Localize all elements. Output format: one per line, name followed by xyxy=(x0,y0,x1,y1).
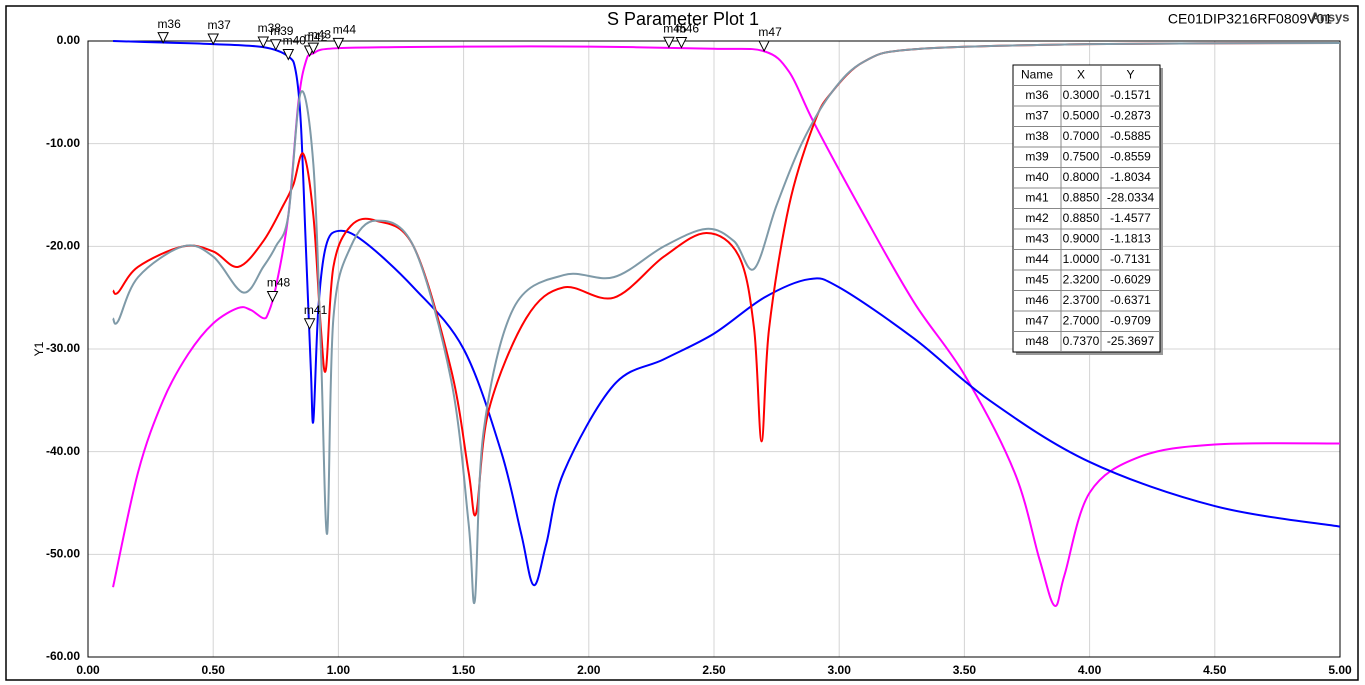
marker xyxy=(663,36,675,49)
table-cell: 0.8850 xyxy=(1063,190,1100,204)
x-tick-label: 2.50 xyxy=(702,663,726,677)
table-cell: 2.3700 xyxy=(1063,293,1100,307)
marker-label: m41 xyxy=(304,303,328,317)
marker-label: m47 xyxy=(758,25,782,39)
table-cell: 2.7000 xyxy=(1063,313,1100,327)
table-cell: -0.9709 xyxy=(1110,313,1151,327)
table-cell: -0.6371 xyxy=(1110,293,1151,307)
table-header: Name xyxy=(1021,67,1053,81)
table-cell: m43 xyxy=(1025,231,1049,245)
y-tick-label: -50.00 xyxy=(46,547,80,561)
table-cell: 0.7370 xyxy=(1063,334,1100,348)
curve xyxy=(112,42,1341,605)
table-cell: -0.6029 xyxy=(1110,272,1151,286)
table-cell: m42 xyxy=(1025,211,1049,225)
marker-label: m44 xyxy=(333,22,357,36)
y-tick-label: 0.00 xyxy=(57,33,81,47)
marker xyxy=(303,318,316,330)
table-cell: -0.7131 xyxy=(1110,252,1151,266)
y-tick-label: -30.00 xyxy=(46,341,80,355)
marker-label: m42 xyxy=(304,30,328,44)
marker-label: m39 xyxy=(270,24,294,38)
marker xyxy=(675,37,688,49)
table-cell: 0.5000 xyxy=(1063,108,1100,122)
table-cell: 0.8850 xyxy=(1063,211,1100,225)
y-axis-label: Y1 xyxy=(32,341,46,356)
curve xyxy=(113,40,1341,587)
table-cell: -0.5885 xyxy=(1110,129,1151,143)
table-cell: m48 xyxy=(1025,334,1049,348)
table-cell: -1.4577 xyxy=(1110,211,1151,225)
table-cell: 2.3200 xyxy=(1063,272,1100,286)
design-name: CE01DIP3216RF0809V01 xyxy=(1168,11,1332,27)
x-tick-label: 0.00 xyxy=(76,663,100,677)
table-cell: m45 xyxy=(1025,272,1049,286)
table-cell: 0.3000 xyxy=(1063,88,1100,102)
table-cell: -0.8559 xyxy=(1110,149,1151,163)
table-cell: m47 xyxy=(1025,313,1049,327)
marker-label: m43 xyxy=(308,27,332,41)
table-cell: 0.9000 xyxy=(1063,231,1100,245)
table-header: X xyxy=(1077,67,1085,81)
table-cell: m37 xyxy=(1025,108,1049,122)
table-cell: m36 xyxy=(1025,88,1049,102)
y-tick-label: -40.00 xyxy=(46,444,80,458)
marker xyxy=(207,33,220,46)
marker xyxy=(758,40,770,53)
table-cell: m40 xyxy=(1025,170,1049,184)
x-tick-label: 1.50 xyxy=(452,663,476,677)
table-cell: m46 xyxy=(1025,293,1049,307)
y-tick-label: -10.00 xyxy=(46,136,80,150)
table-cell: 0.8000 xyxy=(1063,170,1100,184)
x-tick-label: 3.50 xyxy=(953,663,977,677)
table-cell: m39 xyxy=(1025,149,1049,163)
marker-label: m37 xyxy=(208,18,232,32)
table-cell: m38 xyxy=(1025,129,1049,143)
chart-title: S Parameter Plot 1 xyxy=(607,9,759,29)
marker-table: Name m36 m37 m38 m39 m40 m41 m42 m43 m44 m45 m46 m47… xyxy=(1012,64,1163,355)
table-cell: 0.7500 xyxy=(1063,149,1100,163)
table-header: Y xyxy=(1126,67,1134,81)
plot-area xyxy=(87,40,1341,658)
table-cell: 0.7000 xyxy=(1063,129,1100,143)
marker xyxy=(307,42,320,55)
table-cell: -1.1813 xyxy=(1110,231,1151,245)
marker xyxy=(282,49,295,61)
marker xyxy=(332,37,345,50)
table-cell: 1.0000 xyxy=(1063,252,1100,266)
marker-label: m36 xyxy=(157,17,181,31)
curve xyxy=(112,42,1341,517)
marker-label: m38 xyxy=(258,21,282,35)
table-cell: -0.2873 xyxy=(1110,108,1151,122)
table-cell: -28.0334 xyxy=(1107,190,1155,204)
table-cell: m41 xyxy=(1025,190,1049,204)
marker-label: m40 xyxy=(283,34,307,48)
marker xyxy=(257,36,270,49)
brand: Ansys xyxy=(1310,9,1349,24)
marker xyxy=(266,290,279,303)
table-cell: -25.3697 xyxy=(1107,334,1155,348)
marker-label: m48 xyxy=(267,276,291,290)
table-cell: m44 xyxy=(1025,252,1049,266)
x-tick-label: 4.50 xyxy=(1203,663,1227,677)
x-tick-label: 1.00 xyxy=(327,663,351,677)
y-tick-label: -20.00 xyxy=(46,239,80,253)
curve xyxy=(112,45,1341,607)
marker xyxy=(157,32,169,44)
marker xyxy=(269,39,282,51)
x-tick-label: 5.00 xyxy=(1328,663,1352,677)
marker-label: m46 xyxy=(676,22,700,36)
table-cell: -0.1571 xyxy=(1110,88,1151,102)
x-tick-label: 0.50 xyxy=(202,663,226,677)
y-tick-label: -60.00 xyxy=(46,649,80,663)
x-tick-label: 3.00 xyxy=(828,663,852,677)
x-tick-label: 4.00 xyxy=(1078,663,1102,677)
marker-label: m45 xyxy=(663,21,687,35)
table-cell: -1.8034 xyxy=(1110,170,1151,184)
x-tick-label: 2.00 xyxy=(577,663,601,677)
